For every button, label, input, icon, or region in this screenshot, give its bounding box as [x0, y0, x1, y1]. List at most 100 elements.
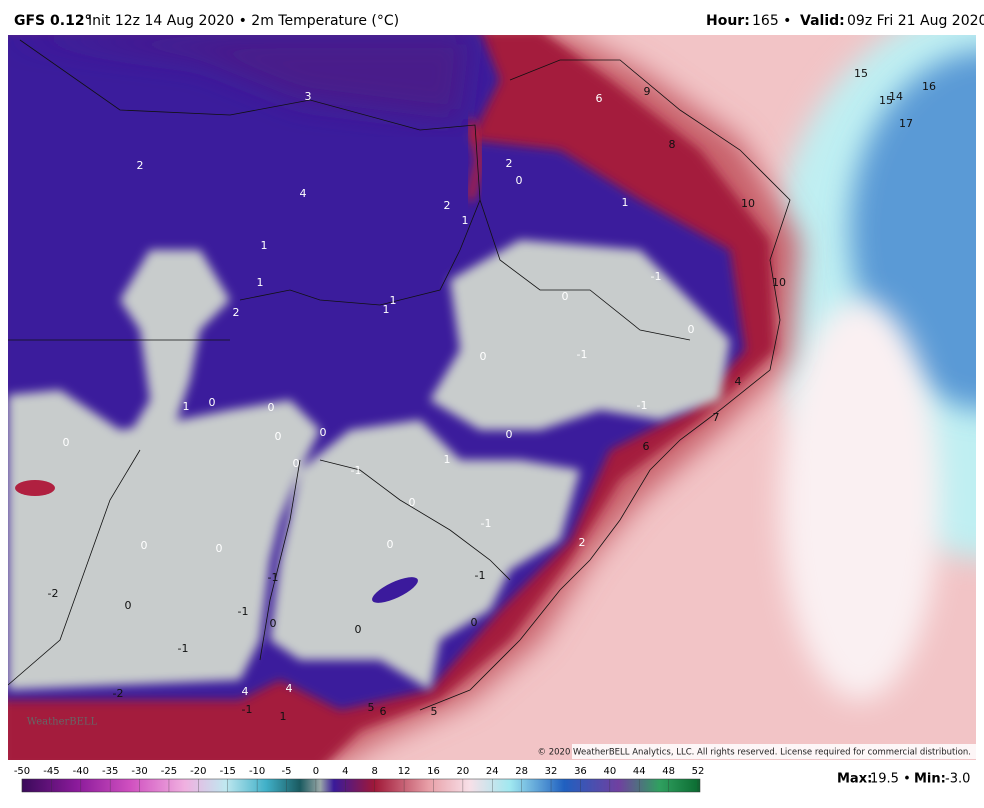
map-label: -1	[577, 348, 588, 361]
map-label: 3	[305, 90, 312, 103]
colorbar-tick-label: 36	[574, 766, 587, 777]
map-label: 9	[644, 85, 651, 98]
map-label: 7	[713, 411, 720, 424]
colorbar-tick-label: -50	[14, 766, 30, 777]
map-label: 8	[669, 138, 676, 151]
map-label: 0	[355, 623, 362, 636]
colorbar-tick-label: 8	[372, 766, 378, 777]
colorbar-tick-label: 24	[486, 766, 499, 777]
map-label: 0	[209, 396, 216, 409]
map-label: 1	[622, 196, 629, 209]
map-label: 2	[233, 306, 240, 319]
map-label: 10	[741, 197, 755, 210]
map-label: 4	[242, 685, 249, 698]
map-label: 1	[261, 239, 268, 252]
colorbar-tick-label: 4	[342, 766, 348, 777]
max: 19.5 •	[870, 772, 911, 787]
map-label: 0	[268, 401, 275, 414]
map-label: 0	[387, 538, 394, 551]
map-label: 0	[293, 457, 300, 470]
map-label: 6	[596, 92, 603, 105]
copyright: © 2020 WeatherBELL Analytics, LLC. All r…	[538, 748, 971, 758]
colorbar-tick-label: -5	[282, 766, 292, 777]
map-label: 6	[643, 440, 650, 453]
map-label: 0	[320, 426, 327, 439]
colorbar-ticks: -50 -45 -40 -35 -30 -25 -20 -15 -10 -5 0 4 8 12 16 20 24…	[14, 766, 705, 792]
map-label: 0	[471, 616, 478, 629]
colorbar-tick-label: 16	[427, 766, 440, 777]
colorbar-tick-label: -40	[73, 766, 89, 777]
map-label: 6	[380, 705, 387, 718]
map-label: 4	[300, 187, 307, 200]
colorbar-tick-label: -35	[102, 766, 118, 777]
colorbar-tick-label: -20	[190, 766, 206, 777]
map-label: -1	[637, 399, 648, 412]
map-label: 16	[922, 80, 936, 93]
map-label: 1	[383, 303, 390, 316]
map-label: 1	[280, 710, 287, 723]
colorbar-tick-label: 32	[545, 766, 558, 777]
map-label: 0	[688, 323, 695, 336]
map-label: 2	[137, 159, 144, 172]
colorbar-tick-label: 12	[398, 766, 411, 777]
map-label: 0	[480, 350, 487, 363]
map-label: -1	[238, 605, 249, 618]
min-label: Min:	[914, 772, 946, 787]
map-label: 1	[183, 400, 190, 413]
map-label: -1	[178, 642, 189, 655]
model: GFS 0.12°	[14, 13, 92, 29]
map-label: 5	[431, 705, 438, 718]
map-label: 17	[899, 117, 913, 130]
min: -3.0	[945, 772, 970, 787]
colorbar-tick-label: 52	[692, 766, 705, 777]
map-label: -1	[481, 517, 492, 530]
map-label: -1	[351, 464, 362, 477]
map-label: -1	[268, 571, 279, 584]
colorbar-tick-label: 28	[515, 766, 528, 777]
map-label: -1	[475, 569, 486, 582]
map-label: 0	[125, 599, 132, 612]
map-label: 2	[579, 536, 586, 549]
map-label: 15	[879, 94, 893, 107]
map-label: 4	[286, 682, 293, 695]
logo: WeatherBELL	[27, 717, 98, 728]
map-label: 15	[854, 67, 868, 80]
colorbar-tick-label: -45	[43, 766, 59, 777]
map-label: 1	[444, 453, 451, 466]
map-label: 1	[257, 276, 264, 289]
map-label: 0	[516, 174, 523, 187]
init-info: Init 12z 14 Aug 2020 • 2m Temperature (°…	[88, 13, 399, 29]
map-label: -2	[48, 587, 59, 600]
colorbar-tick-label: 20	[457, 766, 470, 777]
map-label: 0	[63, 436, 70, 449]
map-label: 5	[368, 701, 375, 714]
colorbar	[21, 778, 701, 793]
map-label: -2	[113, 687, 124, 700]
colorbar-tick-label: -15	[220, 766, 236, 777]
map-label: 0	[506, 428, 513, 441]
colorbar-tick-label: 48	[662, 766, 675, 777]
map-label: 0	[562, 290, 569, 303]
map-label: -1	[651, 270, 662, 283]
map-label: 14	[889, 90, 903, 103]
colorbar-tick-label: 0	[313, 766, 319, 777]
valid: 09z Fri 21 Aug 2020	[847, 13, 984, 29]
colorbar-tick-label: -10	[249, 766, 265, 777]
map-label: 0	[141, 539, 148, 552]
colorbar-tick-label: -25	[161, 766, 177, 777]
map	[8, 35, 976, 760]
map-label: 2	[506, 157, 513, 170]
copyright-bg	[572, 744, 976, 759]
hour: 165 •	[752, 13, 791, 29]
map-label: 0	[216, 542, 223, 555]
map-label: 4	[735, 375, 742, 388]
map-label: 2	[444, 199, 451, 212]
map-label: 1	[462, 214, 469, 227]
map-label: -1	[242, 703, 253, 716]
max-label: Max:	[837, 772, 872, 787]
map-label: 0	[270, 617, 277, 630]
hour-label: Hour:	[706, 13, 750, 29]
colorbar-tick-label: -30	[131, 766, 147, 777]
